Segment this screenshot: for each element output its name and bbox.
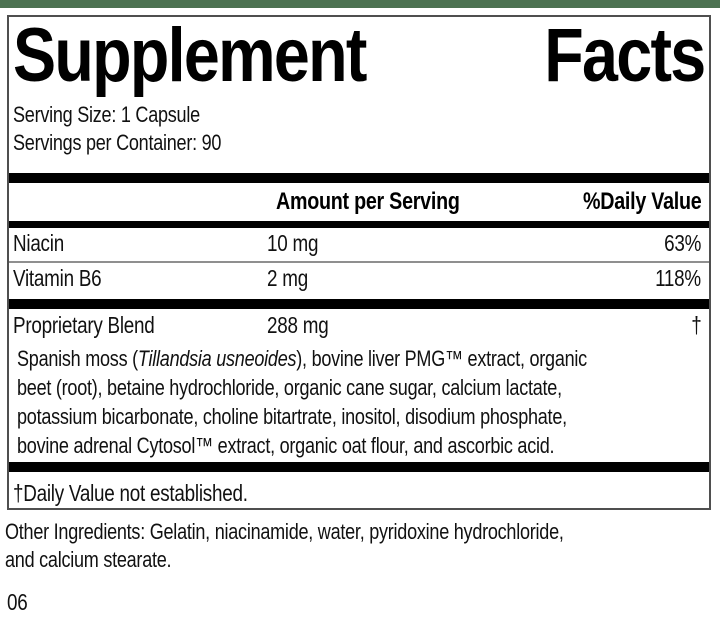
column-header-amount: Amount per Serving xyxy=(276,188,460,215)
separator-bar-mid xyxy=(9,299,709,309)
separator-bar-bottom xyxy=(9,462,709,472)
serving-size: Serving Size: 1 Capsule xyxy=(13,102,200,127)
nutrient-row-niacin: Niacin 10 mg 63% xyxy=(9,228,709,261)
description-line: bovine adrenal Cytosol™ extract, organic… xyxy=(17,433,555,458)
column-header-daily-value: %Daily Value xyxy=(582,188,702,215)
other-ingredients-line: and calcium stearate. xyxy=(5,547,172,572)
other-ingredients-line: Other Ingredients: Gelatin, niacinamide,… xyxy=(5,519,564,544)
description-line: potassium bicarbonate, choline bitartrat… xyxy=(17,404,567,429)
nutrient-amount: 2 mg xyxy=(267,265,308,291)
separator-bar-under-header xyxy=(9,221,709,228)
brand-color-bar xyxy=(0,0,720,8)
blend-name: Proprietary Blend xyxy=(13,312,155,338)
servings-per-container: Servings per Container: 90 xyxy=(13,130,222,155)
title-word-facts: Facts xyxy=(544,13,707,98)
title-word-supplement: Supplement xyxy=(13,13,367,98)
row-divider xyxy=(9,261,709,263)
serving-info: Serving Size: 1 Capsule Servings per Con… xyxy=(13,101,709,157)
nutrient-row-vitamin-b6: Vitamin B6 2 mg 118% xyxy=(9,263,709,296)
nutrient-daily-value: 63% xyxy=(663,230,701,256)
blend-amount: 288 mg xyxy=(267,312,329,338)
nutrient-amount: 10 mg xyxy=(267,230,319,256)
nutrient-name: Niacin xyxy=(13,230,64,256)
proprietary-blend-row: Proprietary Blend 288 mg † xyxy=(9,309,709,343)
nutrient-daily-value: 118% xyxy=(655,265,701,291)
panel-title: Supplement Facts xyxy=(13,13,707,98)
blend-daily-value-dagger: † xyxy=(690,312,701,338)
supplement-facts-panel: Supplement Facts Serving Size: 1 Capsule… xyxy=(7,15,711,510)
other-ingredients: Other Ingredients: Gelatin, niacinamide,… xyxy=(5,518,686,574)
nutrient-name: Vitamin B6 xyxy=(13,265,102,291)
description-line: Spanish moss (Tillandsia usneoides), bov… xyxy=(17,346,587,371)
daily-value-footnote: †Daily Value not established. xyxy=(13,480,248,506)
product-code: 06 xyxy=(7,589,28,615)
description-line: beet (root), betaine hydrochloride, orga… xyxy=(17,375,562,400)
separator-bar-top xyxy=(9,173,709,183)
table-header-row: Amount per Serving %Daily Value xyxy=(9,183,709,221)
proprietary-blend-description: Spanish moss (Tillandsia usneoides), bov… xyxy=(17,344,709,460)
